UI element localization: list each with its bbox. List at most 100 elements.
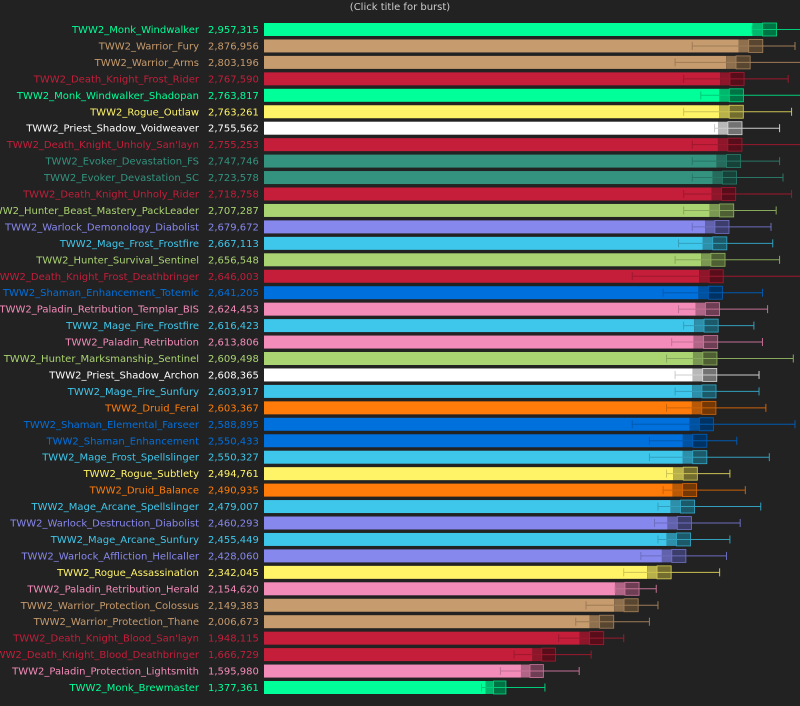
bar: [264, 450, 683, 464]
category-label[interactable]: TWW2_Mage_Fire_Sunfury: [67, 387, 199, 398]
category-label[interactable]: TWW2_Warrior_Fury: [98, 41, 199, 52]
category-label[interactable]: TWW2_Death_Knight_Frost_Rider: [33, 74, 200, 85]
bar: [264, 269, 700, 283]
category-label[interactable]: TWW2_Hunter_Beast_Mastery_PackLeader: [0, 206, 200, 217]
bar: [264, 55, 727, 69]
value-label: 2,455,449: [208, 535, 259, 546]
value-label: 2,490,935: [208, 486, 259, 497]
category-label[interactable]: TWW2_Warrior_Protection_Colossus: [20, 601, 199, 612]
category-label[interactable]: TWW2_Warlock_Affliction_Hellcaller: [20, 551, 199, 562]
category-label[interactable]: TWW2_Shaman_Elemental_Farseer: [23, 420, 200, 431]
value-label: 2,718,758: [208, 190, 259, 201]
category-label[interactable]: TWW2_Death_Knight_Frost_Deathbringer: [0, 272, 200, 283]
bar: [264, 352, 693, 365]
bar: [264, 187, 712, 201]
bar: [264, 39, 739, 53]
category-label[interactable]: TWW2_Rogue_Outlaw: [89, 107, 199, 118]
bar: [264, 467, 674, 481]
bar: [264, 549, 662, 563]
category-label[interactable]: TWW2_Priest_Shadow_Archon: [48, 370, 199, 381]
value-label: 2,723,578: [208, 173, 259, 184]
category-label[interactable]: TWW2_Death_Knight_Blood_Deathbringer: [0, 650, 200, 661]
bar: [264, 236, 703, 250]
bar: [264, 401, 692, 415]
bar: [264, 23, 753, 36]
bar: [264, 500, 671, 514]
category-label[interactable]: TWW2_Death_Knight_Blood_San'layn: [12, 634, 199, 645]
category-label[interactable]: TWW2_Monk_Windwalker_Shadopan: [16, 91, 199, 102]
bar: [264, 138, 718, 152]
value-label: 2,588,895: [208, 420, 259, 431]
bar: [264, 664, 521, 678]
value-label: 2,154,620: [208, 584, 259, 595]
bar: [264, 681, 486, 694]
category-label[interactable]: TWW2_Evoker_Devastation_SC: [43, 173, 199, 184]
bar: [264, 253, 702, 267]
category-label[interactable]: TWW2_Monk_Windwalker: [71, 25, 200, 36]
bar: [264, 88, 720, 102]
value-label: 2,755,253: [208, 140, 259, 151]
category-label[interactable]: TWW2_Druid_Feral: [104, 403, 199, 414]
category-label[interactable]: TWW2_Rogue_Subtlety: [83, 469, 200, 480]
value-label: 2,603,917: [208, 387, 259, 398]
bar: [264, 105, 720, 119]
value-label: 2,803,196: [208, 58, 259, 69]
value-label: 2,747,746: [208, 157, 259, 168]
bar: [264, 582, 616, 596]
category-label[interactable]: TWW2_Death_Knight_Unholy_San'layn: [6, 140, 199, 151]
bar: [264, 319, 695, 333]
category-label[interactable]: TWW2_Evoker_Devastation_FS: [44, 157, 199, 168]
category-label[interactable]: TWW2_Mage_Arcane_Sunfury: [50, 535, 199, 546]
category-label[interactable]: TWW2_Paladin_Protection_Lightsmith: [11, 667, 199, 678]
value-label: 2,667,113: [208, 239, 259, 250]
value-label: 2,609,498: [208, 354, 259, 365]
bar: [264, 171, 713, 185]
value-label: 2,679,672: [208, 222, 259, 233]
category-label[interactable]: TWW2_Death_Knight_Unholy_Rider: [22, 190, 200, 201]
category-label[interactable]: TWW2_Mage_Fire_Frostfire: [65, 321, 199, 332]
category-label[interactable]: TWW2_Warlock_Demonology_Diabolist: [4, 222, 199, 233]
bar: [264, 631, 580, 645]
bar: [264, 335, 694, 349]
category-label[interactable]: TWW2_Shaman_Enhancement_Totemic: [2, 288, 199, 299]
category-label[interactable]: TWW2_Mage_Arcane_Spellslinger: [31, 502, 200, 513]
category-label[interactable]: TWW2_Druid_Balance: [89, 486, 199, 497]
category-label[interactable]: TWW2_Warrior_Protection_Thane: [33, 617, 199, 628]
bar: [264, 220, 706, 234]
value-label: 2,707,287: [208, 206, 259, 217]
value-label: 2,479,007: [208, 502, 259, 513]
bar: [264, 417, 690, 431]
bar: [264, 72, 721, 86]
category-label[interactable]: TWW2_Hunter_Marksmanship_Sentinel: [3, 354, 199, 365]
category-label[interactable]: TWW2_Paladin_Retribution_Herald: [26, 584, 199, 595]
category-label[interactable]: TWW2_Warrior_Arms: [94, 58, 199, 69]
value-label: 2,624,453: [208, 305, 259, 316]
bar: [264, 286, 699, 300]
category-label[interactable]: TWW2_Paladin_Retribution: [64, 338, 199, 349]
value-label: 2,342,045: [208, 568, 259, 579]
category-label[interactable]: TWW2_Priest_Shadow_Voidweaver: [25, 124, 200, 135]
category-label[interactable]: TWW2_Monk_Brewmaster: [69, 683, 200, 694]
value-label: 2,656,548: [208, 255, 259, 266]
value-label: 1,666,729: [208, 650, 259, 661]
value-label: 2,616,423: [208, 321, 259, 332]
bar: [264, 516, 668, 530]
category-label[interactable]: TWW2_Paladin_Retribution_Templar_BIS: [0, 305, 199, 316]
value-label: 2,608,365: [208, 370, 259, 381]
bar: [264, 648, 533, 662]
category-label[interactable]: TWW2_Hunter_Survival_Sentinel: [35, 255, 199, 266]
category-label[interactable]: TWW2_Shaman_Enhancement: [45, 436, 199, 447]
bar: [264, 302, 696, 316]
category-label[interactable]: TWW2_Mage_Frost_Frostfire: [59, 239, 199, 250]
category-label[interactable]: TWW2_Warlock_Destruction_Diabolist: [9, 519, 199, 530]
bar: [264, 615, 590, 629]
category-label[interactable]: TWW2_Rogue_Assassination: [56, 568, 199, 579]
category-label[interactable]: TWW2_Mage_Frost_Spellslinger: [41, 453, 200, 464]
value-label: 2,646,003: [208, 272, 259, 283]
value-label: 2,603,367: [208, 403, 259, 414]
value-label: 1,377,361: [208, 683, 259, 694]
bar: [264, 565, 648, 579]
value-label: 2,006,673: [208, 617, 259, 628]
bar: [264, 532, 667, 546]
